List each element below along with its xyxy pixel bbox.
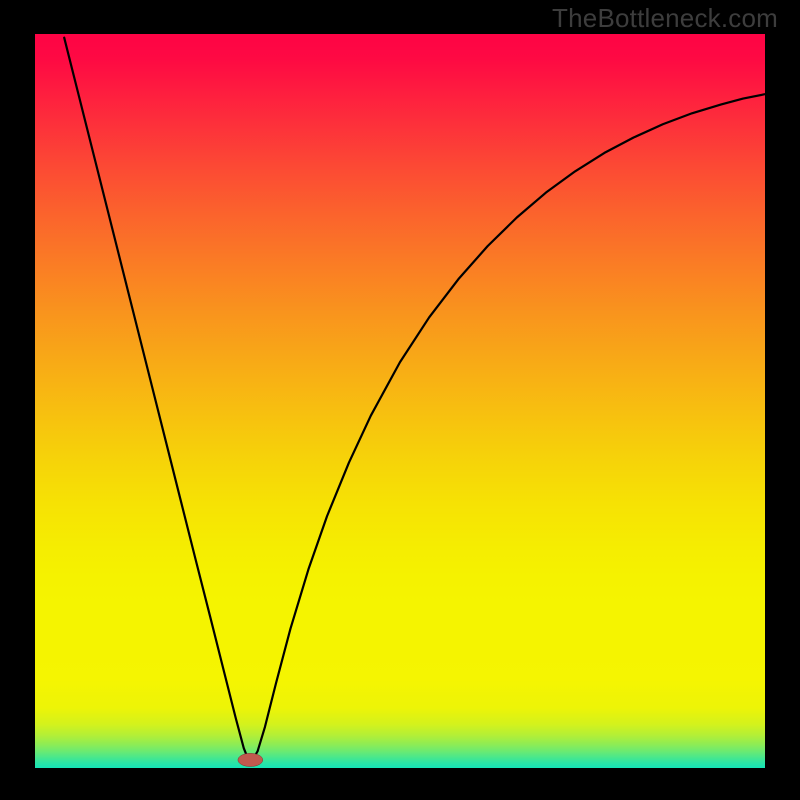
chart-frame: TheBottleneck.com: [0, 0, 800, 800]
watermark-text: TheBottleneck.com: [552, 3, 778, 34]
gradient-background: [35, 34, 765, 768]
minimum-marker: [238, 753, 263, 766]
plot-svg: [35, 34, 765, 768]
plot-area: [35, 34, 765, 768]
